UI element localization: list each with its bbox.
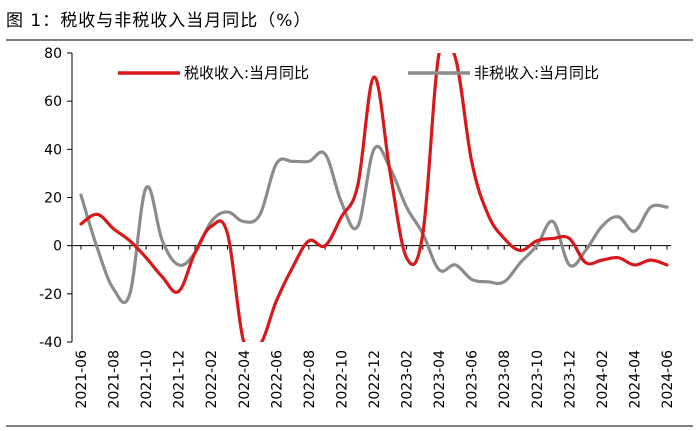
y-tick-label: 40	[44, 142, 62, 158]
x-tick-label: 2024-02	[595, 350, 611, 409]
legend-item-tax-revenue: 税收收入:当月同比	[118, 64, 309, 82]
x-axis: 2021-06 2021-08 2021-10 2021-12 2022-02 2022-…	[72, 245, 676, 409]
x-tick-label: 2023-06	[465, 350, 481, 409]
series-line-non-tax-revenue	[79, 144, 669, 305]
x-tick-label: 2024-04	[627, 350, 643, 409]
x-tick-label: 2022-04	[237, 350, 253, 409]
x-tick-label: 2023-08	[497, 350, 513, 409]
x-tick-label: 2021-06	[74, 350, 90, 409]
x-tick-label: 2022-06	[269, 350, 285, 409]
x-tick-label: 2022-08	[302, 350, 318, 409]
legend: 税收收入:当月同比 非税收入:当月同比	[118, 64, 599, 82]
x-tick-label: 2022-12	[367, 350, 383, 409]
series-layer	[79, 53, 669, 342]
x-tick-label: 2024-06	[660, 350, 676, 409]
x-tick-label: 2023-04	[432, 350, 448, 409]
y-tick-label: -20	[39, 287, 62, 303]
x-tick-label: 2022-02	[204, 350, 220, 409]
y-tick-label: 80	[44, 46, 62, 62]
y-tick-label: 20	[44, 191, 62, 207]
figure-title: 图 1：税收与非税收入当月同比（%）	[6, 11, 312, 31]
y-tick-label: -40	[39, 335, 62, 351]
x-tick-label: 2023-10	[530, 350, 546, 409]
y-axis: 80 60 40 20 0 -20 -40	[39, 46, 73, 351]
x-tick-label: 2022-10	[334, 350, 350, 409]
x-tick-label: 2023-12	[562, 350, 578, 409]
y-tick-label: 60	[44, 94, 62, 110]
x-tick-label: 2021-08	[107, 350, 123, 409]
legend-item-non-tax-revenue: 非税收入:当月同比	[408, 64, 599, 82]
legend-label: 税收收入:当月同比	[184, 64, 309, 82]
x-tick-label: 2021-12	[172, 350, 188, 409]
series-line-tax-revenue	[79, 53, 669, 342]
x-tick-label: 2021-10	[139, 350, 155, 409]
x-tick-label: 2023-02	[400, 350, 416, 409]
y-tick-label: 0	[53, 239, 62, 255]
legend-label: 非税收入:当月同比	[474, 64, 599, 82]
